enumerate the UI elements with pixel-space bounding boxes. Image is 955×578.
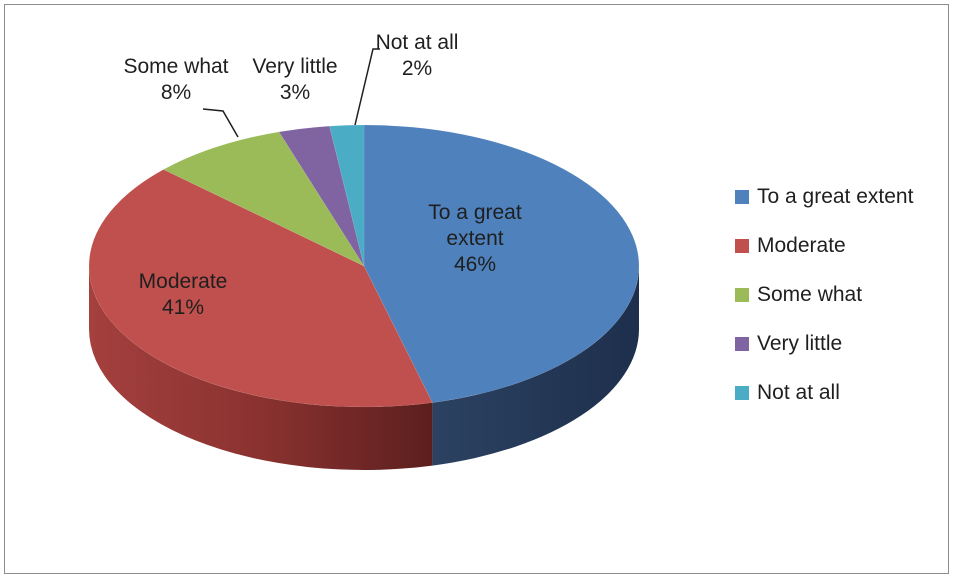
pie-slice-very-little (278, 125, 365, 267)
data-label-name-not-at-all: Not at all (376, 31, 459, 54)
legend-item-not-at-all: Not at all (735, 381, 913, 405)
pie-chart: To a great extent 46% Moderate 41% Some what 8… (88, 31, 640, 470)
pie-slice-to-a-great-extent (363, 124, 640, 403)
pie-top-layer (88, 124, 640, 408)
legend-label-not-at-all: Not at all (757, 381, 840, 404)
legend-swatch-not-at-all (735, 386, 749, 400)
pie-label-layer: To a great extent 46% Moderate 41% Some what 8… (123, 31, 521, 319)
legend-label-very-little: Very little (757, 332, 843, 355)
legend-item-to-a-great-extent: To a great extent (735, 185, 913, 209)
legend-item-very-little: Very little (735, 332, 913, 356)
data-label-name-moderate: Moderate (139, 270, 228, 293)
legend-swatch-very-little (735, 337, 749, 351)
leader-line-not-at-all (354, 48, 380, 126)
pie-side-layer (89, 266, 639, 470)
data-label-value-some-what: 8% (161, 81, 191, 104)
legend-label-some-what: Some what (757, 283, 863, 306)
pie-slice-some-what (162, 131, 365, 267)
legend-swatch-moderate (735, 239, 749, 253)
pie-slice-moderate (88, 169, 433, 408)
legend-swatch-some-what (735, 288, 749, 302)
pie-side-to-a-great-extent (432, 266, 639, 466)
pie-side-moderate (89, 266, 433, 470)
data-label-value-to-a-great-extent: 46% (454, 253, 496, 276)
data-label-name-to-a-great-extent: extent (446, 227, 503, 250)
data-label-name-to-a-great-extent: To a great (428, 201, 522, 224)
data-label-name-very-little: Very little (252, 55, 337, 78)
chart-frame: To a great extent 46% Moderate 41% Some what 8… (4, 4, 949, 574)
legend-item-some-what: Some what (735, 283, 913, 307)
data-label-value-moderate: 41% (162, 296, 204, 319)
legend-item-moderate: Moderate (735, 234, 913, 258)
legend: To a great extent Moderate Some what Very l… (735, 185, 913, 430)
legend-swatch-to-a-great-extent (735, 190, 749, 204)
leader-line-some-what (202, 108, 239, 138)
data-label-name-some-what: Some what (123, 55, 228, 78)
data-label-value-very-little: 3% (280, 81, 310, 104)
legend-label-moderate: Moderate (757, 234, 846, 257)
data-label-value-not-at-all: 2% (402, 57, 432, 80)
pie-slice-not-at-all (329, 124, 365, 267)
legend-label-to-a-great-extent: To a great extent (757, 185, 914, 208)
